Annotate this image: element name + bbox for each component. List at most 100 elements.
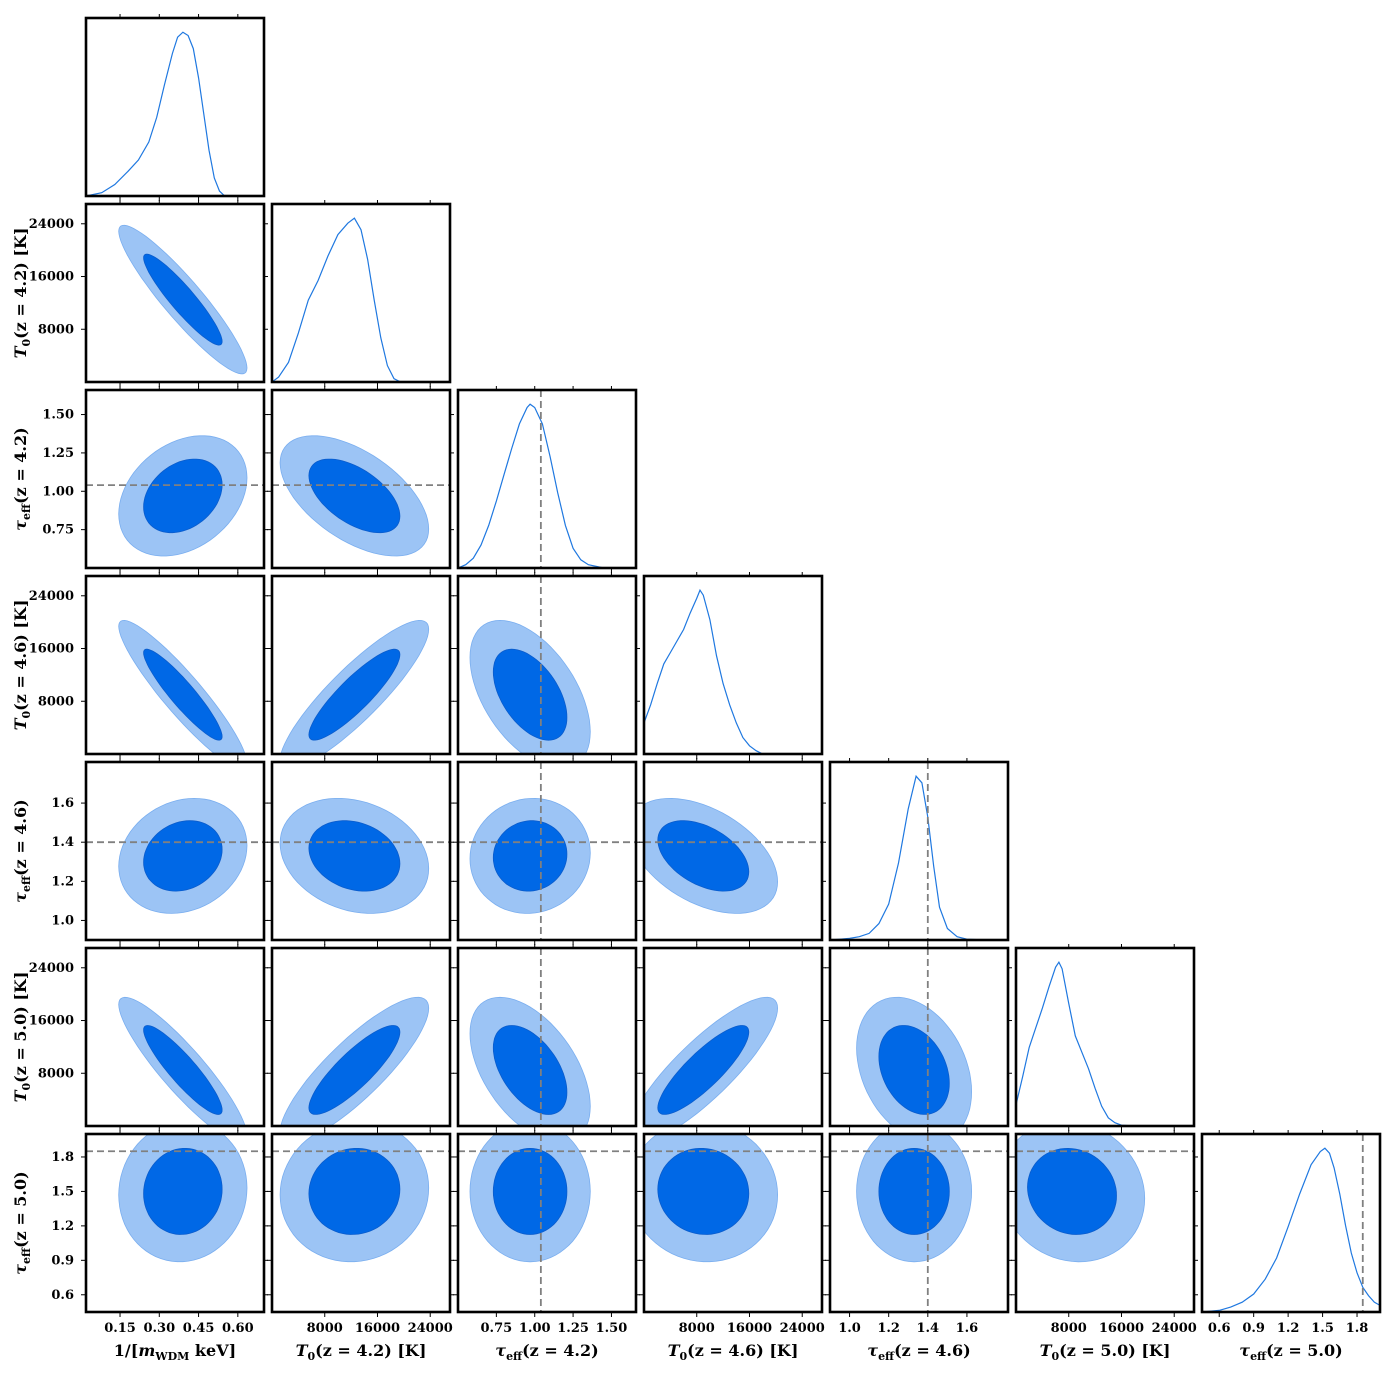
marginal-curve [458,403,636,568]
y-axis-label: τeff(z = 4.6) [11,799,33,902]
panel-frame [84,1132,266,1314]
contour-68 [308,1025,401,1115]
x-axis-label: τeff(z = 4.6) [867,1341,970,1363]
y-tick-label: 16000 [29,642,74,657]
x-tick-label: 1.0 [838,1321,861,1336]
x-axis-labels: 1/[mWDM keV] T0(z = 4.2) [K] τeff(z = 4.2)… [114,1341,1343,1363]
panel-grid: 8000 16000 24000 0.75 1.00 1.25 1.50 8000 16000 2… [29,14,1382,1336]
x-tick-label: 1.00 [519,1321,551,1336]
y-tick-label: 1.2 [51,1219,74,1234]
y-tick-label: 1.8 [51,1150,74,1165]
y-tick-label: 16000 [29,270,74,285]
y-tick-label: 1.0 [51,913,74,928]
panel-1-1 [270,200,452,387]
x-axis-label: 1/[mWDM keV] [114,1341,236,1363]
panel-frame [84,760,266,942]
contour-68 [492,1025,568,1115]
panel-frame [84,946,266,1128]
panel-frame [1014,1132,1196,1314]
contour-68 [143,253,223,346]
panel-6-3: 8000 16000 24000 [639,1130,826,1336]
contour-68 [308,1148,401,1235]
x-tick-label: 24000 [1152,1321,1197,1336]
y-tick-label: 0.9 [51,1253,74,1268]
x-axis-label: T0(z = 4.2) [K] [296,1341,427,1363]
y-axis-label: T0(z = 4.6) [K] [11,600,33,731]
contour-68 [657,1025,750,1115]
y-axis-label: T0(z = 4.2) [K] [11,228,33,359]
panel-4-4 [828,758,1010,945]
x-tick-label: 1.6 [956,1321,979,1336]
x-tick-label: 1.8 [1346,1321,1369,1336]
panel-4-2 [453,758,640,945]
marginal-curve [1202,1147,1380,1312]
panel-frame [642,1132,824,1314]
marginal-curve [86,31,264,196]
panel-5-3 [639,944,826,1131]
x-tick-label: 0.6 [1208,1321,1231,1336]
panel-frame [828,1132,1010,1314]
x-tick-label: 1.5 [1311,1321,1334,1336]
marginal-curve [1016,960,1194,1126]
y-tick-label: 1.00 [42,484,74,499]
panel-2-1 [267,386,454,573]
contour-68 [878,1025,950,1115]
panel-frame [642,574,824,756]
x-tick-label: 1.2 [1277,1321,1300,1336]
panel-6-0: 0.15 0.30 0.45 0.60 0.6 0.9 1.2 1.5 1.8 [51,1130,268,1336]
contour-68 [308,820,401,892]
y-tick-label: 24000 [29,217,74,232]
panel-6-4: 1.0 1.2 1.4 1.6 [825,1130,1012,1336]
y-tick-label: 1.2 [51,874,74,889]
x-tick-label: 16000 [355,1321,400,1336]
panel-frame [456,1132,638,1314]
contour-68 [492,648,568,741]
contour-68 [878,1147,950,1235]
x-tick-label: 16000 [727,1321,772,1336]
y-tick-label: 24000 [29,589,74,604]
y-axis-labels: T0(z = 4.2) [K] τeff(z = 4.2) T0(z = 4.6) … [11,228,33,1275]
x-tick-label: 1.2 [877,1321,900,1336]
panel-frame [456,946,638,1128]
x-tick-label: 1.50 [596,1321,628,1336]
y-tick-label: 8000 [38,1066,74,1081]
panel-5-2 [453,944,640,1131]
contour-68 [143,1025,223,1115]
panel-frame [270,1132,452,1314]
x-tick-label: 0.9 [1242,1321,1265,1336]
panel-frame [84,574,266,756]
contour-68 [657,820,750,892]
panel-frame [642,946,824,1128]
panel-frame [456,388,638,570]
x-tick-label: 0.45 [183,1321,215,1336]
panel-frame [84,202,266,384]
contour-68 [657,1148,750,1235]
contour-68 [492,1147,568,1235]
y-tick-label: 0.6 [51,1288,74,1303]
x-tick-label: 24000 [780,1321,825,1336]
panel-frame [642,760,824,942]
y-tick-label: 1.5 [51,1184,74,1199]
panel-4-3 [639,758,826,945]
y-tick-label: 8000 [38,694,74,709]
y-tick-label: 1.6 [51,796,74,811]
panel-2-2 [456,386,638,573]
panel-frame [270,202,452,384]
marginal-curve [644,588,822,754]
y-tick-label: 0.75 [42,523,74,538]
contour-68 [1027,1147,1117,1235]
panel-6-6: 0.6 0.9 1.2 1.5 1.8 [1200,1130,1382,1336]
y-tick-label: 8000 [38,322,74,337]
x-tick-label: 0.15 [104,1321,136,1336]
y-axis-label: τeff(z = 5.0) [11,1171,33,1274]
contour-68 [143,820,223,892]
panel-6-1: 8000 16000 24000 [267,1130,454,1336]
panel-3-3 [642,572,824,759]
panel-5-4 [825,944,1012,1131]
panel-frame [270,946,452,1128]
y-axis-label: T0(z = 5.0) [K] [11,972,33,1103]
x-axis-label: τeff(z = 5.0) [1239,1341,1342,1363]
panel-frame [84,16,266,198]
panel-4-1 [267,758,454,945]
